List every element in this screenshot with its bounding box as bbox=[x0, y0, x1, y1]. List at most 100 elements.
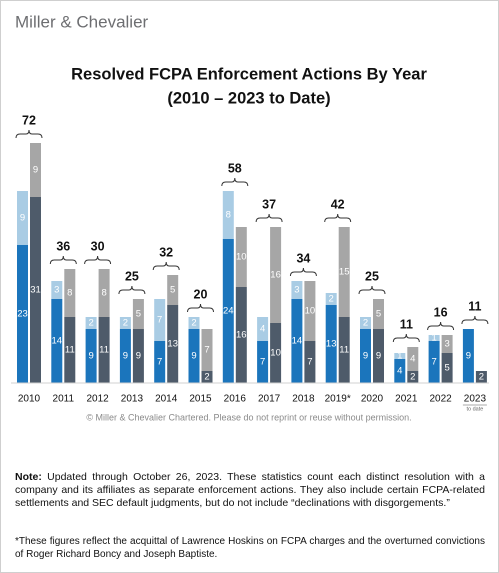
bar-segment bbox=[167, 275, 179, 305]
bar-segment bbox=[325, 293, 337, 305]
total-label: 42 bbox=[331, 197, 345, 211]
data-label: 2 bbox=[329, 294, 334, 305]
total-brace bbox=[392, 333, 420, 343]
total-label: 58 bbox=[228, 161, 242, 175]
data-label: 11 bbox=[99, 345, 109, 356]
data-label: 3 bbox=[444, 339, 449, 350]
bar-segment bbox=[338, 227, 350, 317]
total-brace bbox=[152, 261, 180, 271]
bar-segment bbox=[338, 317, 350, 383]
x-tick-label: 2010 bbox=[18, 394, 41, 405]
bar-segment bbox=[51, 299, 63, 383]
bar-segment bbox=[64, 269, 76, 317]
bar-segment bbox=[222, 239, 234, 383]
total-brace bbox=[187, 303, 214, 313]
bar-segment bbox=[188, 329, 200, 383]
data-label: 16 bbox=[236, 330, 247, 341]
total-label: 11 bbox=[468, 299, 481, 313]
data-label: 2 bbox=[88, 318, 93, 329]
x-tick-label: 2021 bbox=[395, 394, 418, 405]
bar-segment bbox=[270, 323, 282, 383]
data-label: 7 bbox=[260, 357, 265, 368]
bar-segment bbox=[85, 329, 97, 383]
total-brace bbox=[49, 255, 77, 265]
total-brace bbox=[255, 213, 283, 223]
total-brace bbox=[358, 285, 386, 295]
chart-subtitle: (2010 – 2023 to Date) bbox=[167, 89, 330, 107]
data-label: 5 bbox=[444, 363, 449, 374]
bar-segment bbox=[235, 287, 247, 383]
bar-segment bbox=[132, 299, 144, 329]
data-label: 5 bbox=[376, 309, 381, 320]
bar-segment bbox=[30, 197, 41, 383]
bar-segment bbox=[360, 317, 371, 329]
x-tick-label: 2015 bbox=[189, 394, 212, 405]
data-label: 9 bbox=[20, 213, 25, 224]
data-label: 4 bbox=[410, 354, 415, 365]
data-label: 3 bbox=[54, 285, 59, 296]
total-brace bbox=[427, 321, 455, 331]
data-label: 5 bbox=[170, 285, 175, 296]
note-label: Note: bbox=[15, 471, 42, 483]
bar-segment bbox=[304, 281, 316, 341]
total-label: 20 bbox=[194, 287, 208, 301]
bar-segment bbox=[462, 329, 474, 383]
bar-segment bbox=[291, 281, 303, 299]
bar-segment bbox=[98, 317, 110, 383]
data-label: 8 bbox=[101, 288, 106, 299]
data-label: 10 bbox=[270, 348, 281, 359]
bar-segment bbox=[222, 191, 234, 239]
data-label: 4 bbox=[397, 366, 402, 377]
data-label: 1 bbox=[397, 351, 402, 362]
x-tick-label: 2012 bbox=[86, 394, 109, 405]
bar-segment bbox=[257, 341, 269, 383]
data-label: 5 bbox=[136, 309, 141, 320]
data-label: 16 bbox=[270, 270, 281, 281]
total-brace bbox=[221, 177, 249, 187]
bar-segment bbox=[235, 227, 247, 287]
data-label: 14 bbox=[292, 336, 303, 347]
bar-segment bbox=[304, 341, 316, 383]
data-label: 9 bbox=[191, 351, 196, 362]
data-label: 10 bbox=[236, 252, 247, 263]
data-label: 2 bbox=[479, 372, 484, 383]
bar-segment bbox=[64, 317, 76, 383]
bar-segment bbox=[325, 305, 337, 383]
brand: Miller & Chevalier bbox=[15, 12, 149, 31]
data-label: 7 bbox=[307, 357, 312, 368]
data-label: 2 bbox=[363, 318, 368, 329]
bar-segment bbox=[119, 329, 131, 383]
data-label: 7 bbox=[157, 315, 162, 326]
bar-segment bbox=[441, 335, 453, 353]
chart-title: Resolved FCPA Enforcement Actions By Yea… bbox=[71, 65, 427, 83]
x-tick-label: 2022 bbox=[429, 394, 452, 405]
bar-segment bbox=[98, 269, 110, 317]
total-label: 25 bbox=[125, 269, 139, 283]
bar-segment bbox=[257, 317, 269, 341]
total-label: 34 bbox=[296, 251, 310, 265]
bar-segment bbox=[428, 335, 440, 341]
data-label: 9 bbox=[363, 351, 368, 362]
data-label: 14 bbox=[52, 336, 63, 347]
bar-segment bbox=[201, 329, 213, 371]
bar-segment bbox=[119, 317, 131, 329]
bar-segment bbox=[188, 317, 200, 329]
bar-segment bbox=[154, 341, 166, 383]
bar-segment bbox=[360, 329, 371, 383]
data-label: 31 bbox=[30, 285, 41, 296]
data-label: 7 bbox=[431, 357, 436, 368]
total-brace bbox=[461, 315, 489, 325]
data-label: 7 bbox=[204, 345, 209, 356]
x-tick-label: 2018 bbox=[292, 394, 315, 405]
bar-segment bbox=[428, 341, 440, 383]
total-brace bbox=[324, 213, 352, 223]
total-label: 72 bbox=[22, 113, 36, 127]
bar-segment bbox=[30, 143, 41, 197]
data-label: 2 bbox=[204, 372, 209, 383]
data-label: 2 bbox=[123, 318, 128, 329]
data-label: 7 bbox=[157, 357, 162, 368]
x-tick-label: 2011 bbox=[53, 394, 75, 405]
data-label: 8 bbox=[226, 210, 231, 221]
chart: Miller & Chevalier Resolved FCPA Enforce… bbox=[11, 12, 489, 422]
total-brace bbox=[15, 129, 43, 139]
